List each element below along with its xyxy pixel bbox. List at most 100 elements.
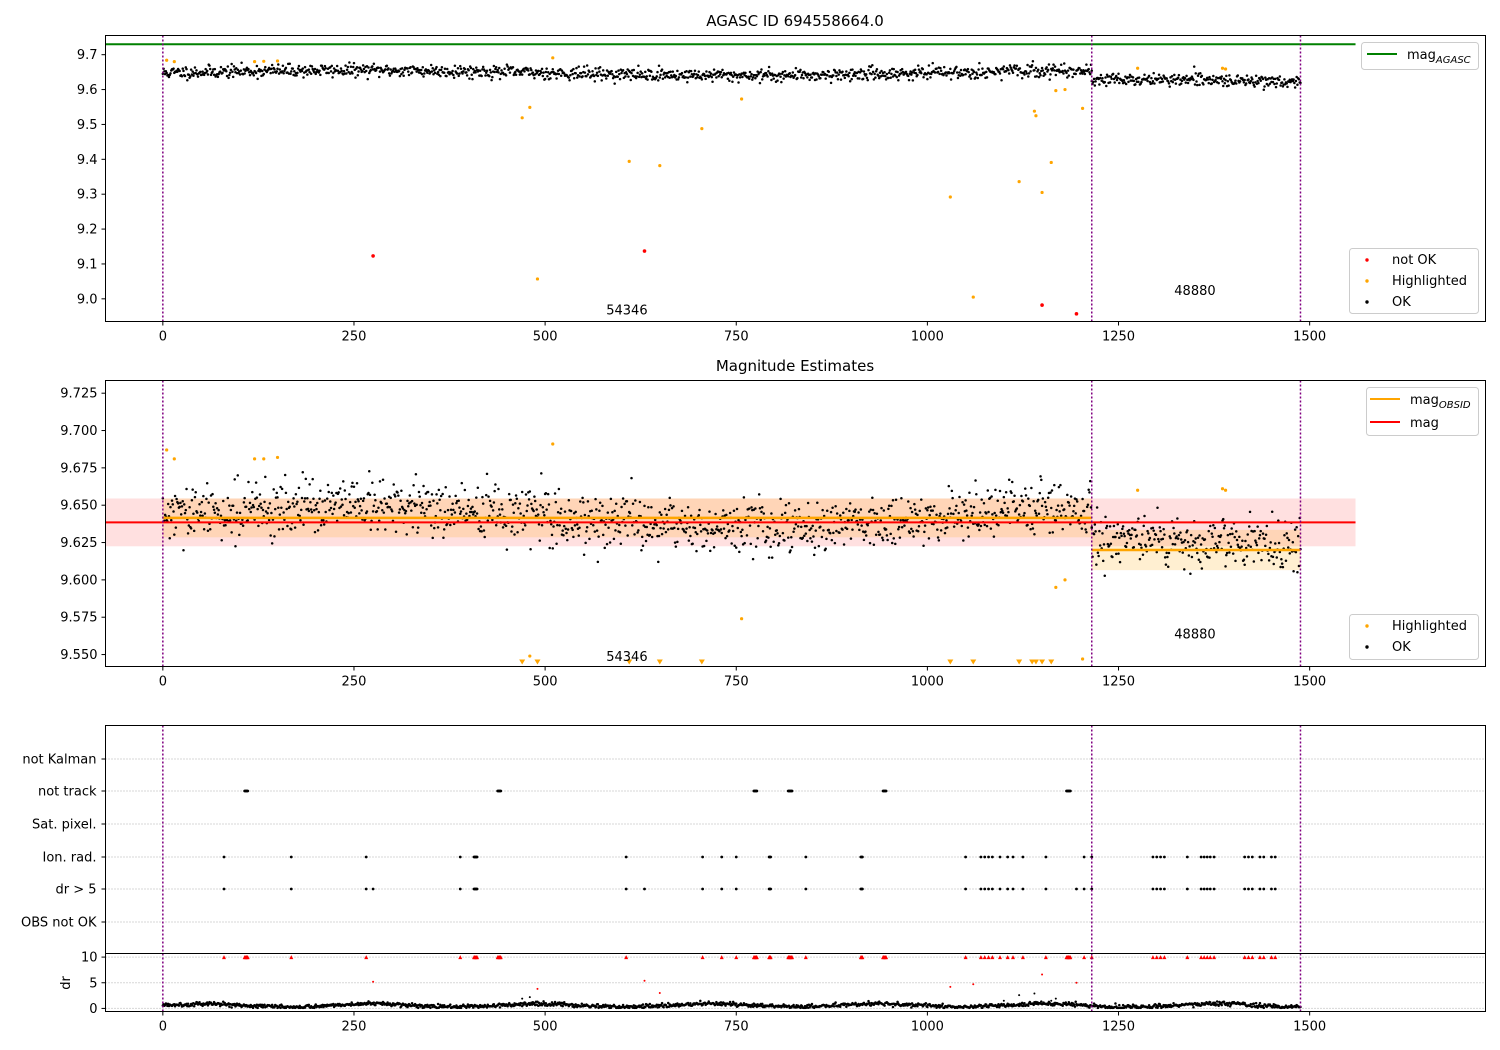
ok-point bbox=[469, 66, 473, 70]
highlighted-point bbox=[1054, 585, 1058, 589]
ok-point bbox=[1186, 529, 1189, 532]
dr-outlier-red-point bbox=[643, 979, 646, 982]
ok-point bbox=[635, 75, 639, 78]
highlighted-point bbox=[172, 60, 176, 64]
ok-point bbox=[740, 534, 743, 538]
ok-point bbox=[1146, 79, 1149, 83]
ok-point bbox=[367, 66, 370, 69]
ok-point bbox=[277, 528, 281, 531]
flag-point bbox=[983, 855, 987, 859]
flag-point bbox=[701, 855, 705, 859]
ok-point bbox=[486, 519, 490, 522]
ok-point bbox=[827, 70, 831, 74]
ok-point bbox=[400, 489, 403, 492]
ok-point bbox=[1283, 534, 1286, 537]
ok-point bbox=[303, 500, 306, 503]
y-tick-label: 9.1 bbox=[77, 257, 98, 272]
x-tick-label: 250 bbox=[342, 1020, 367, 1035]
flag-point bbox=[1212, 855, 1216, 859]
flag-point bbox=[1212, 887, 1216, 891]
dr-point bbox=[279, 1006, 282, 1010]
ok-point bbox=[1176, 537, 1180, 540]
ok-point bbox=[1283, 78, 1286, 81]
ok-point bbox=[585, 530, 588, 533]
ok-point bbox=[327, 490, 330, 494]
ok-point bbox=[1053, 69, 1056, 72]
dr-clipped-marker bbox=[998, 955, 1003, 960]
ok-point bbox=[1047, 63, 1051, 66]
ok-point bbox=[799, 68, 802, 72]
ok-point bbox=[808, 78, 811, 82]
below-range-marker bbox=[1029, 659, 1036, 665]
ok-point bbox=[861, 77, 865, 81]
ok-point bbox=[847, 518, 850, 522]
ok-point bbox=[342, 480, 345, 483]
ok-point bbox=[820, 73, 824, 76]
x-tick-label: 0 bbox=[159, 1020, 167, 1035]
dr-point bbox=[410, 1001, 414, 1005]
ok-point bbox=[978, 511, 982, 514]
ok-point bbox=[411, 526, 415, 529]
ok-point bbox=[770, 512, 773, 515]
ok-point bbox=[198, 503, 201, 506]
ok-point bbox=[244, 505, 248, 509]
ok-point bbox=[436, 70, 440, 74]
ok-point bbox=[659, 526, 662, 530]
ok-point bbox=[929, 76, 932, 79]
ok-point bbox=[484, 74, 487, 77]
ok-point bbox=[949, 67, 952, 71]
ok-point bbox=[994, 514, 998, 517]
ok-point bbox=[202, 494, 205, 498]
ok-point bbox=[614, 70, 618, 74]
ok-point bbox=[1140, 80, 1143, 84]
ok-point bbox=[526, 504, 529, 507]
ok-point bbox=[726, 77, 730, 80]
dr-point bbox=[926, 1005, 929, 1009]
ok-point bbox=[327, 71, 330, 75]
ok-point bbox=[640, 72, 644, 75]
ok-point bbox=[331, 76, 334, 79]
ok-point bbox=[699, 530, 703, 533]
dr-point bbox=[1088, 1006, 1091, 1009]
ok-point bbox=[375, 510, 379, 513]
ok-point bbox=[983, 523, 986, 527]
ok-point bbox=[1279, 565, 1282, 569]
ok-point bbox=[778, 72, 782, 76]
x-tick-label: 1500 bbox=[1293, 675, 1326, 690]
ok-point bbox=[232, 65, 236, 68]
ok-point bbox=[1207, 81, 1210, 85]
y-tick-label: 10 bbox=[81, 951, 98, 966]
ok-point bbox=[594, 67, 597, 70]
ok-point bbox=[207, 501, 210, 504]
legend-marker-highlighted bbox=[1365, 279, 1369, 283]
ok-point bbox=[1079, 72, 1082, 75]
ok-point bbox=[853, 510, 857, 514]
ok-point bbox=[964, 72, 967, 76]
ok-point bbox=[353, 506, 356, 509]
ok-point bbox=[206, 529, 210, 532]
legend-label-ok: OK bbox=[1392, 295, 1411, 310]
ok-point bbox=[598, 501, 602, 504]
dr-point bbox=[1251, 1005, 1254, 1008]
ok-point bbox=[243, 496, 246, 500]
ok-point bbox=[397, 69, 401, 73]
ok-point bbox=[283, 518, 286, 522]
ok-point bbox=[1092, 80, 1095, 84]
ok-point bbox=[1131, 527, 1134, 530]
ok-point bbox=[851, 528, 854, 531]
dr-point bbox=[621, 1003, 625, 1007]
ok-point bbox=[1268, 82, 1272, 86]
ok-point bbox=[283, 473, 287, 477]
ok-point bbox=[1150, 76, 1153, 80]
ok-point bbox=[593, 530, 597, 533]
ok-point bbox=[323, 64, 327, 68]
ok-point bbox=[1122, 532, 1126, 535]
ok-point bbox=[298, 514, 301, 518]
ok-point bbox=[514, 73, 518, 77]
ok-point bbox=[358, 512, 361, 515]
ok-point bbox=[644, 70, 647, 74]
ok-point bbox=[735, 76, 739, 79]
flag-point bbox=[1205, 855, 1209, 859]
ok-point bbox=[650, 506, 653, 509]
ok-point bbox=[224, 524, 227, 527]
